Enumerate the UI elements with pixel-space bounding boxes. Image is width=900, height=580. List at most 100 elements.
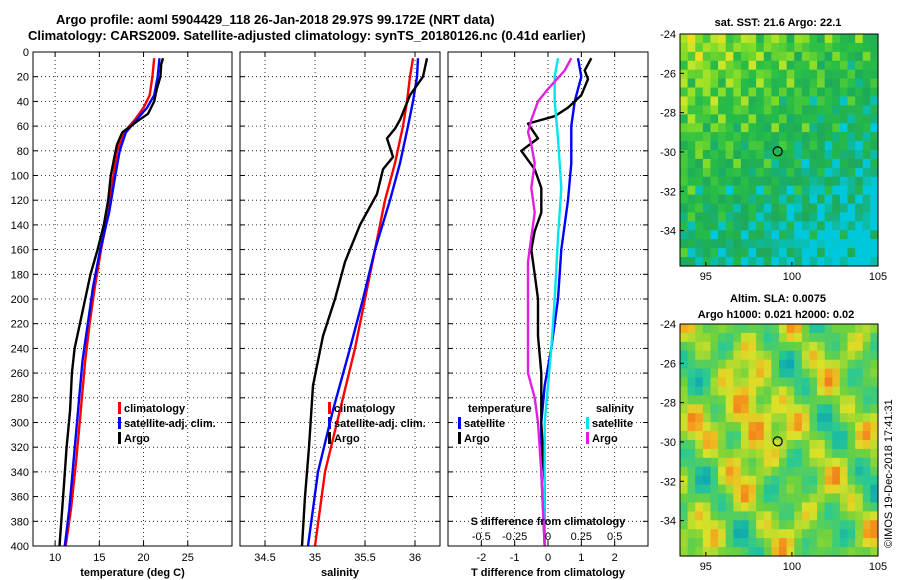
map-cell xyxy=(839,78,849,89)
map-cell xyxy=(687,257,696,267)
map-cell xyxy=(809,221,818,231)
map-cell xyxy=(832,87,841,98)
legend-climatology: climatology xyxy=(334,403,396,415)
map-cell xyxy=(702,475,712,486)
map-cell xyxy=(794,221,803,231)
map-cell xyxy=(862,141,871,151)
map-cell xyxy=(771,158,780,169)
map-cell xyxy=(809,475,818,486)
map-x-tick-label: 100 xyxy=(783,271,801,283)
map-cell xyxy=(710,105,719,115)
map-cell xyxy=(687,194,696,205)
map-cell xyxy=(763,332,772,343)
map-cell xyxy=(680,431,689,441)
map-cell xyxy=(718,34,727,44)
map-cell xyxy=(680,332,689,343)
map-cell xyxy=(870,448,879,459)
legend-s-satellite-swatch xyxy=(586,417,589,429)
map-cell xyxy=(801,448,811,459)
map-cell xyxy=(687,114,696,124)
map-cell xyxy=(695,158,704,169)
map-cell xyxy=(862,69,871,80)
map-cell xyxy=(756,502,765,512)
map-cell xyxy=(771,502,780,512)
map-cell xyxy=(733,132,742,142)
map-cell xyxy=(756,51,765,62)
map-cell xyxy=(740,239,750,249)
map-cell xyxy=(832,359,841,370)
map-cell xyxy=(680,105,689,115)
map-cell xyxy=(809,42,818,53)
map-cell xyxy=(855,547,864,557)
map-cell xyxy=(733,248,742,258)
map-cell xyxy=(695,123,704,133)
legend-salinity-title: salinity xyxy=(596,403,635,415)
map-cell xyxy=(779,484,788,495)
series-line-satellite-adj-clim- xyxy=(63,58,161,547)
map-cell xyxy=(794,239,803,249)
map-cell xyxy=(740,230,750,240)
map-cell xyxy=(824,132,833,142)
map-cell xyxy=(855,359,864,370)
map-cell xyxy=(855,395,864,405)
map-cell xyxy=(779,150,788,160)
map-cell xyxy=(695,377,704,388)
map-cell xyxy=(870,230,879,240)
map-cell xyxy=(862,239,871,249)
map-cell xyxy=(794,395,803,405)
map-cell xyxy=(702,34,712,44)
map-cell xyxy=(862,123,871,133)
map-cell xyxy=(733,42,742,53)
legend-argo-swatch xyxy=(328,432,331,444)
map-cell xyxy=(786,404,795,414)
map-cell xyxy=(801,377,811,388)
map-cell xyxy=(740,176,750,187)
map-cell xyxy=(801,413,811,423)
map-cell xyxy=(847,547,856,557)
map-cell xyxy=(801,529,811,539)
map-cell xyxy=(801,78,811,89)
map-cell xyxy=(809,123,818,133)
map-cell xyxy=(855,350,864,361)
map-cell xyxy=(695,114,704,124)
map-cell xyxy=(832,502,841,512)
map-cell xyxy=(809,185,818,196)
map-cell xyxy=(809,132,818,142)
map-cell xyxy=(740,96,750,106)
map-cell xyxy=(832,350,841,361)
map-cell xyxy=(702,194,712,205)
y-tick-label: 360 xyxy=(11,492,29,504)
map-cell xyxy=(870,176,879,187)
y-tick-label: 20 xyxy=(17,72,29,84)
map-cell xyxy=(740,475,750,486)
map-cell xyxy=(847,87,856,98)
legend-satellite-adj-swatch xyxy=(118,417,121,429)
map-cell xyxy=(847,332,856,343)
map-cell xyxy=(687,167,696,178)
map-cell xyxy=(718,386,727,396)
map-cell xyxy=(839,547,849,557)
map-cell xyxy=(695,34,704,44)
map-cell xyxy=(763,60,772,71)
map-cell xyxy=(809,386,818,396)
map-cell xyxy=(817,511,826,521)
sla-map-chart: Altim. SLA: 0.0075 Argo h1000: 0.021 h200… xyxy=(660,293,887,573)
map-cell xyxy=(763,167,772,178)
map-cell xyxy=(702,493,712,504)
map-cell xyxy=(725,547,734,557)
map-cell xyxy=(832,448,841,459)
map-cell xyxy=(824,257,833,267)
map-cell xyxy=(824,520,833,530)
map-cell xyxy=(710,457,719,468)
legend-climatology-swatch xyxy=(118,402,121,414)
map-cell xyxy=(817,448,826,459)
map-cell xyxy=(756,341,765,352)
map-cell xyxy=(687,69,696,80)
map-cell xyxy=(771,60,780,71)
map-cell xyxy=(756,203,765,214)
map-cell xyxy=(687,221,696,231)
map-cell xyxy=(718,529,727,539)
map-cell xyxy=(817,350,826,361)
map-cell xyxy=(786,386,795,396)
